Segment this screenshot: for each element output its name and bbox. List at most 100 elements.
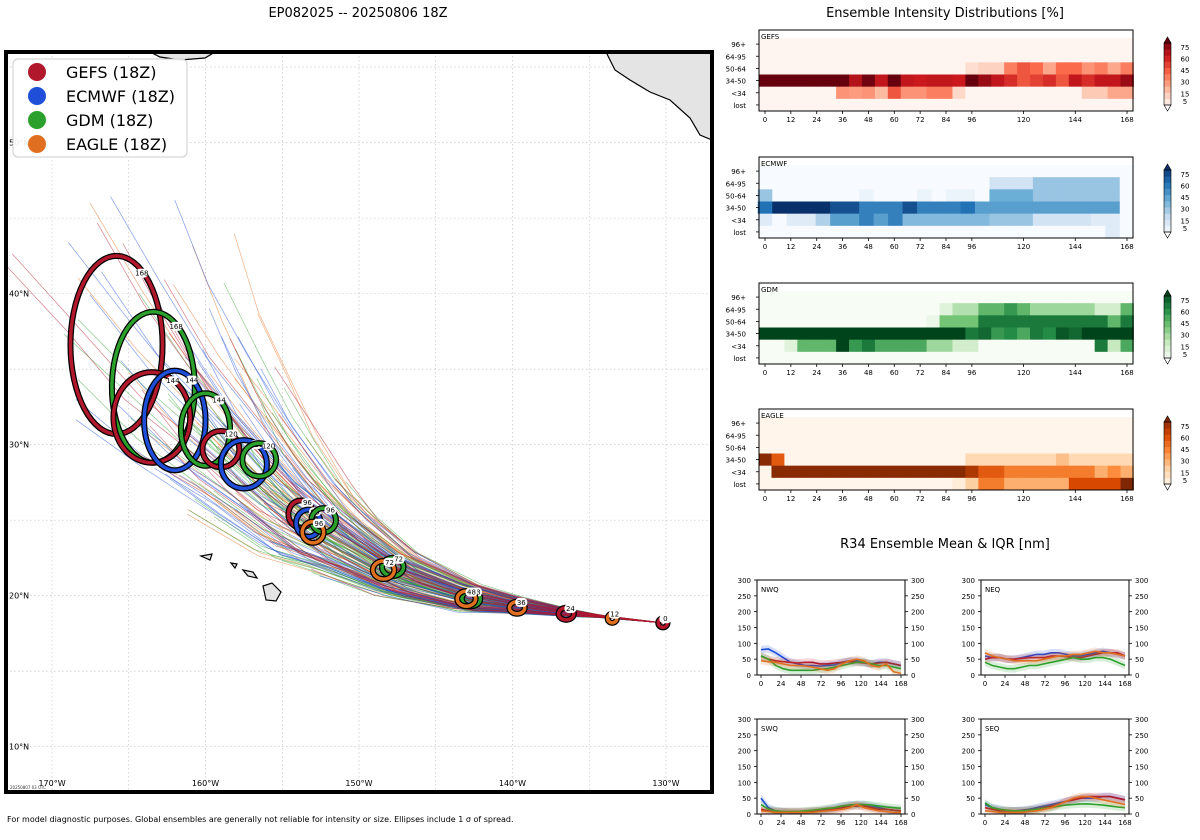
r34-y-label-right: 300 bbox=[911, 716, 924, 724]
heatmap-cell bbox=[917, 213, 932, 227]
heatmap-cell bbox=[771, 86, 785, 100]
track-ellipse-ecmwf: 144 bbox=[141, 367, 209, 474]
heatmap-cell bbox=[797, 453, 811, 467]
heatmap-cell bbox=[1081, 441, 1096, 454]
colorbar-segment bbox=[1164, 92, 1171, 100]
heatmap-x-label: 60 bbox=[890, 369, 899, 377]
r34-y-label: 250 bbox=[962, 732, 975, 740]
heatmap-cell bbox=[1119, 213, 1135, 227]
heatmap-cell bbox=[1094, 429, 1109, 442]
heatmap-cell bbox=[861, 453, 876, 467]
heatmap-cell bbox=[931, 165, 947, 178]
heatmap-cell bbox=[836, 74, 850, 88]
heatmap-x-label: 168 bbox=[1120, 116, 1133, 124]
heatmap-x-label: 0 bbox=[763, 116, 767, 124]
colorbar-tick-label: 15 bbox=[1181, 469, 1190, 477]
heatmap-cell bbox=[926, 50, 940, 63]
heatmap-cell bbox=[1081, 453, 1096, 467]
heatmap-cell bbox=[1090, 201, 1106, 215]
heatmap-cell bbox=[1094, 465, 1109, 479]
heatmap-cell bbox=[900, 351, 915, 365]
r34-x-label: 24 bbox=[777, 819, 786, 827]
r34-y-label: 150 bbox=[738, 764, 751, 772]
heatmap-cell bbox=[991, 477, 1005, 491]
heatmap-cell bbox=[784, 465, 798, 479]
heatmap-cell bbox=[991, 327, 1005, 341]
heatmap-cell bbox=[1017, 50, 1031, 63]
heatmap-cell bbox=[991, 98, 1005, 112]
heatmap-cell bbox=[849, 86, 863, 100]
heatmap-x-label: 120 bbox=[1017, 243, 1030, 251]
heatmap-cell bbox=[1055, 291, 1070, 304]
heatmap-cell bbox=[1076, 201, 1092, 215]
heatmap-cell bbox=[991, 429, 1005, 442]
heatmap-cell bbox=[900, 327, 915, 341]
intensity-title: Ensemble Intensity Distributions [%] bbox=[826, 6, 1064, 21]
legend-marker-eagle bbox=[28, 135, 46, 153]
heatmap-cell bbox=[1004, 86, 1018, 100]
heatmap-cell bbox=[1042, 453, 1057, 467]
heatmap-cell bbox=[771, 465, 785, 479]
heatmap-cell bbox=[1090, 225, 1106, 239]
heatmap-cell bbox=[810, 453, 824, 467]
heatmap-cell bbox=[1042, 417, 1057, 430]
heatmap-cell bbox=[1094, 477, 1109, 491]
colorbar-segment bbox=[1164, 314, 1171, 322]
heatmap-cell bbox=[1004, 465, 1018, 479]
heatmap-cell bbox=[810, 315, 824, 328]
heatmap-cell bbox=[1004, 74, 1018, 88]
heatmap-cell bbox=[1120, 38, 1134, 51]
heatmap-cell bbox=[810, 477, 824, 491]
colorbar-tick-label: 15 bbox=[1181, 343, 1190, 351]
ellipse-label-bg bbox=[515, 597, 528, 607]
heatmap-cell bbox=[784, 50, 798, 63]
heatmap-cell bbox=[1042, 327, 1057, 341]
heatmap-cell bbox=[859, 225, 874, 239]
heatmap-cell bbox=[1018, 177, 1034, 190]
heatmap-cell bbox=[887, 351, 902, 365]
heatmap-cell bbox=[939, 429, 953, 442]
r34-y-label-right: 250 bbox=[1135, 593, 1148, 601]
heatmap-cell bbox=[952, 327, 966, 341]
heatmap-cell bbox=[991, 50, 1005, 63]
heatmap-cell bbox=[1120, 74, 1134, 88]
heatmap-cell bbox=[797, 477, 811, 491]
heatmap-row-label: 50-64 bbox=[726, 192, 747, 200]
heatmap-cell bbox=[874, 62, 889, 75]
heatmap-cell bbox=[810, 339, 824, 353]
colorbar-tick-label: 30 bbox=[1181, 458, 1190, 466]
heatmap-cell bbox=[887, 62, 902, 75]
heatmap-cell bbox=[823, 417, 837, 430]
heatmap-cell bbox=[1055, 74, 1070, 88]
ellipse-label-bg bbox=[659, 614, 672, 624]
heatmap-cell bbox=[952, 339, 966, 353]
colorbar-segment bbox=[1164, 188, 1171, 196]
heatmap-cell bbox=[952, 50, 966, 63]
r34-panel-bg bbox=[757, 580, 905, 675]
heatmap-row-label: 96+ bbox=[731, 41, 746, 49]
heatmap-cell bbox=[758, 291, 772, 304]
r34-y-label-right: 0 bbox=[1135, 672, 1139, 680]
heatmap-cell bbox=[965, 291, 979, 304]
r34-quadrant-label: NWQ bbox=[761, 586, 779, 594]
r34-x-label: 24 bbox=[1001, 680, 1010, 688]
r34-x-label: 120 bbox=[854, 680, 867, 688]
colorbar-segment bbox=[1164, 213, 1171, 220]
heatmap-cell bbox=[1107, 465, 1121, 479]
heatmap-cell bbox=[978, 291, 992, 304]
r34-y-label: 150 bbox=[738, 625, 751, 633]
heatmap-cell bbox=[1004, 429, 1018, 442]
r34-y-label: 150 bbox=[962, 625, 975, 633]
ellipse-ring bbox=[111, 370, 192, 465]
heatmap-cell bbox=[1068, 351, 1083, 365]
heatmap-cell bbox=[926, 98, 940, 112]
heatmap-cell bbox=[965, 327, 979, 341]
r34-x-label: 72 bbox=[817, 819, 826, 827]
heatmap-cell bbox=[1017, 315, 1031, 328]
heatmap-cell bbox=[900, 74, 915, 88]
heatmap-cell bbox=[1119, 177, 1135, 190]
heatmap-cell bbox=[1120, 291, 1134, 304]
heatmap-cell bbox=[989, 165, 1005, 178]
heatmap-cell bbox=[771, 291, 785, 304]
heatmap-cell bbox=[1055, 98, 1070, 112]
